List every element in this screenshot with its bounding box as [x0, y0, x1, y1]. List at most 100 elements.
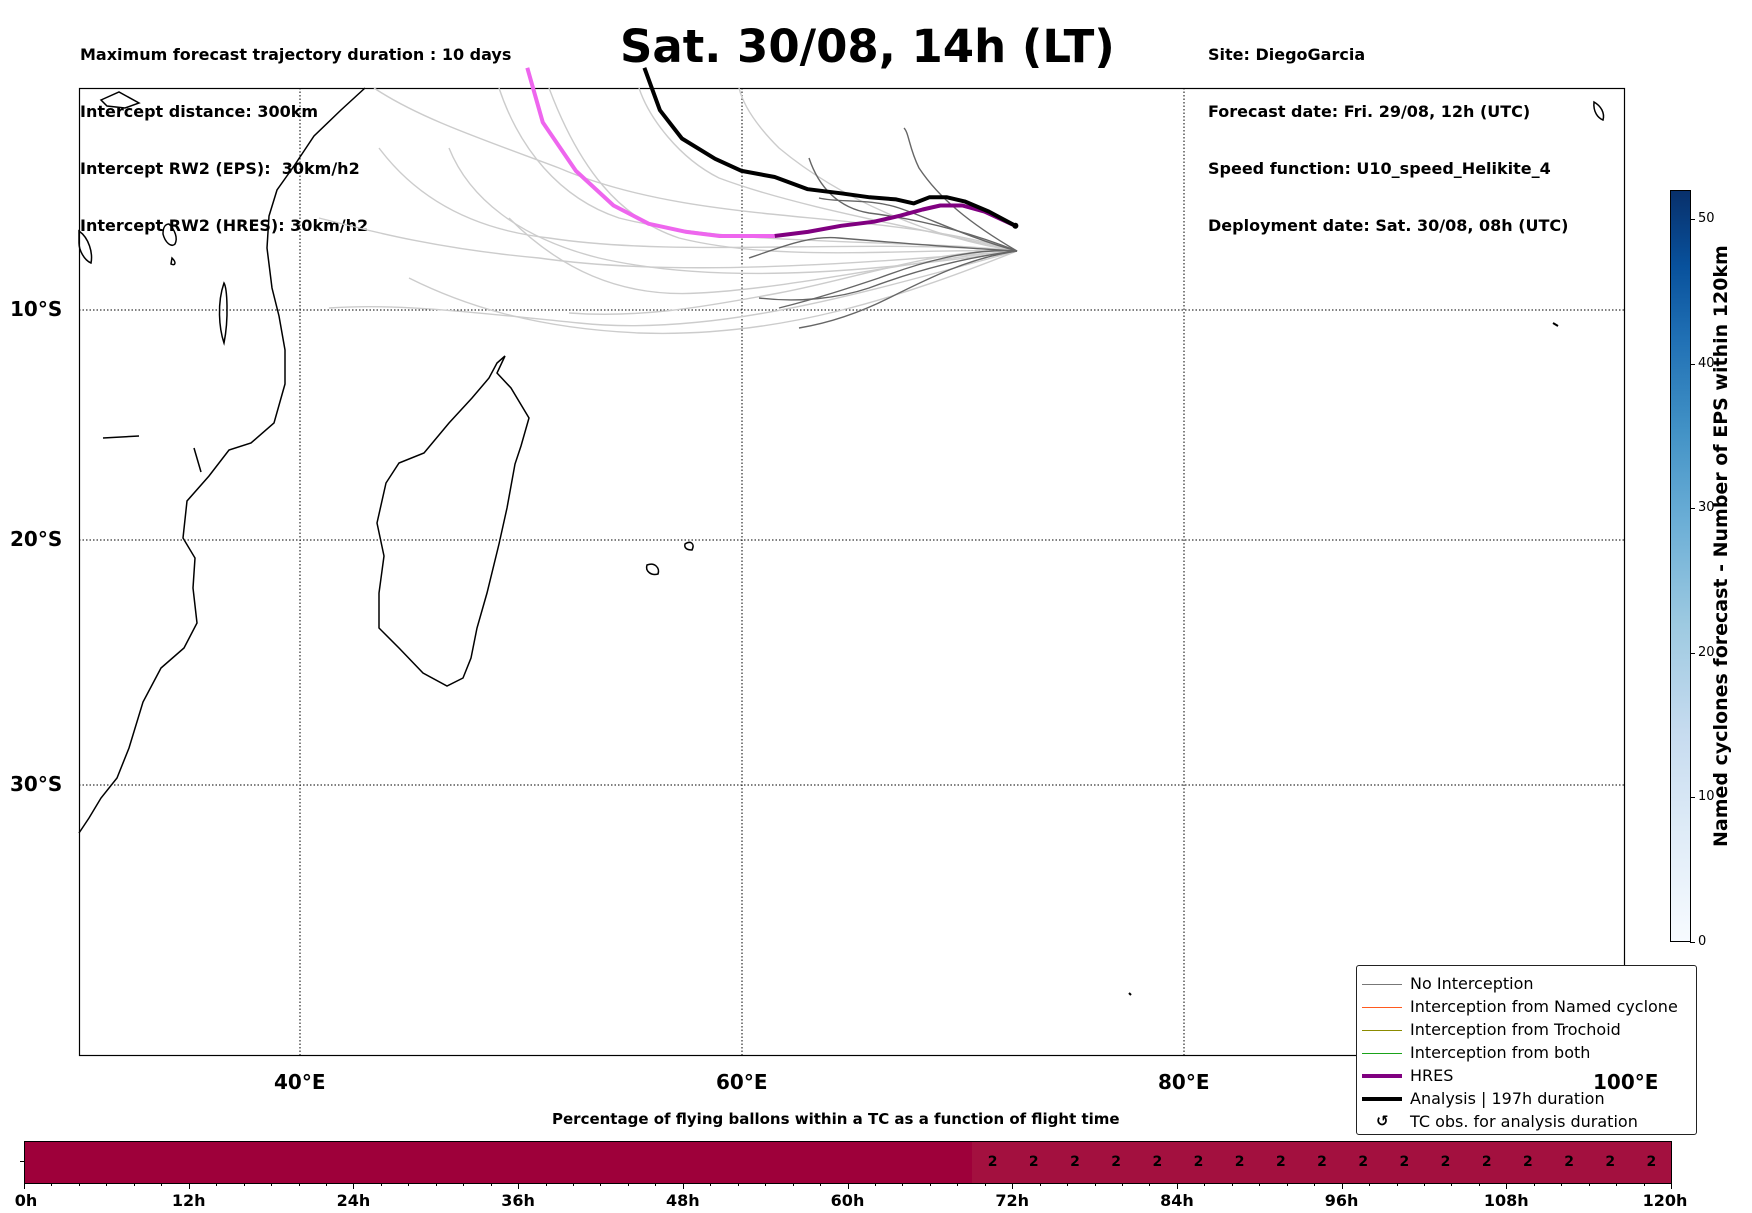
- timebar-tick: [1094, 1183, 1096, 1186]
- colorbar-tick-label: 0: [1698, 934, 1707, 949]
- lat-label: 20°S: [10, 527, 63, 551]
- timebar-tick: [1369, 1183, 1371, 1186]
- timebar-cell-value: 2: [1481, 1154, 1492, 1170]
- timebar-cell-value: 2: [1111, 1154, 1121, 1170]
- header-line: Intercept RW2 (EPS): 30km/h2: [80, 159, 360, 178]
- timebar-tick: [1643, 1183, 1645, 1186]
- lon-label: 60°E: [716, 1070, 768, 1094]
- hres-track-early: [525, 67, 775, 238]
- map-canvas[interactable]: [78, 67, 1626, 1057]
- timebar-segment: [972, 1142, 1671, 1183]
- header-line: Maximum forecast trajectory duration : 1…: [80, 45, 512, 64]
- lon-label: 40°E: [274, 1070, 326, 1094]
- timebar-tick-label: 48h: [665, 1191, 700, 1210]
- eps-trajectory: [798, 250, 1018, 329]
- colorbar-title: Named cyclones forecast - Number of EPS …: [1710, 245, 1732, 847]
- eps-trajectory: [378, 147, 1018, 252]
- africa-coast: [78, 87, 366, 834]
- eps-trajectory: [778, 249, 1018, 309]
- island: [99, 91, 141, 109]
- island: [1593, 100, 1605, 122]
- eps-trajectories: [318, 87, 1018, 335]
- timebar-tick: [325, 1183, 327, 1186]
- colorbar-tick-label: 10: [1698, 789, 1715, 805]
- timebar-tick: [682, 1183, 684, 1189]
- legend-label: No Interception: [1410, 974, 1534, 993]
- eps-trajectory: [408, 250, 1018, 335]
- timebar-cell-value: 2: [1275, 1154, 1286, 1170]
- timebar-cell-value: 2: [1564, 1154, 1574, 1170]
- timebar-cell-value: 2: [1605, 1154, 1616, 1170]
- timebar: 2 2 2 2 2 2 2 2 2 2 2 2 2 2 2 2 2: [24, 1141, 1672, 1184]
- colorbar-tick-label: 30: [1698, 500, 1715, 516]
- legend-item: Interception from Named cyclone: [1357, 996, 1696, 1019]
- colorbar-tick-label: 50: [1698, 210, 1715, 226]
- timebar-tick: [984, 1183, 986, 1186]
- timebar-tick: [216, 1183, 218, 1186]
- timebar-tick-label: 24h: [336, 1191, 371, 1210]
- timebar-tick: [1314, 1183, 1316, 1186]
- legend-label: Analysis | 197h duration: [1410, 1089, 1605, 1108]
- legend-item: ↺ TC obs. for analysis duration: [1357, 1111, 1696, 1134]
- island: [645, 563, 660, 576]
- timebar-tick: [1067, 1183, 1069, 1186]
- lon-label: 100°E: [1593, 1070, 1659, 1094]
- timebar-tick: [1533, 1183, 1535, 1186]
- hres-track: [774, 203, 1017, 238]
- eps-trajectory: [818, 197, 1018, 252]
- timebar-tick: [600, 1183, 602, 1186]
- timebar-tick: [820, 1183, 822, 1186]
- timebar-cell-value: 2: [987, 1154, 998, 1170]
- lat-label: 10°S: [10, 297, 63, 321]
- legend-label: TC obs. for analysis duration: [1410, 1112, 1638, 1131]
- colorbar: [1670, 190, 1691, 942]
- island: [684, 541, 694, 551]
- timebar-tick: [655, 1183, 657, 1186]
- island: [102, 435, 140, 439]
- timebar-tick: [874, 1183, 876, 1186]
- timebar-tick: [1286, 1183, 1288, 1186]
- timebar-tick-label: 96h: [1324, 1191, 1359, 1210]
- lon-label: 80°E: [1158, 1070, 1210, 1094]
- colorbar-tick: [1690, 652, 1695, 654]
- timebar-tick: [353, 1183, 355, 1189]
- timebar-cell-value: 2: [1399, 1154, 1410, 1170]
- timebar-tick: [1423, 1183, 1425, 1186]
- timebar-tick: [243, 1183, 245, 1186]
- colorbar-tick: [1690, 508, 1695, 510]
- timebar-cell-value: 2: [1028, 1154, 1039, 1170]
- timebar-title: Percentage of flying ballons within a TC…: [552, 1110, 1120, 1128]
- timebar-tick: [1122, 1183, 1123, 1186]
- analysis-track: [642, 67, 1017, 228]
- timebar-tick: [133, 1183, 135, 1186]
- header-info-right: Site: DiegoGarcia Forecast date: Fri. 29…: [1208, 7, 1568, 254]
- legend-line: [1362, 1053, 1402, 1054]
- legend-item: No Interception: [1357, 973, 1696, 996]
- colorbar-tick-label: 40: [1698, 355, 1715, 371]
- timebar-cell-value: 2: [1440, 1154, 1451, 1170]
- timebar-tick: [1204, 1183, 1206, 1186]
- island: [218, 281, 228, 346]
- timebar-tick: [1451, 1183, 1453, 1186]
- timebar-tick: [627, 1183, 629, 1186]
- colorbar-tick: [1690, 942, 1695, 943]
- timebar-tick: [737, 1183, 739, 1186]
- timebar-tick: [929, 1183, 931, 1186]
- timebar-cell-value: 2: [1523, 1154, 1533, 1170]
- timebar-tick: [463, 1183, 465, 1186]
- timebar-cell-value: 2: [1358, 1154, 1369, 1170]
- island: [1552, 322, 1559, 327]
- legend-line: [1362, 1097, 1402, 1101]
- island: [170, 256, 176, 266]
- legend-label: Interception from Named cyclone: [1410, 997, 1678, 1016]
- timebar-tick-label: 12h: [171, 1191, 206, 1210]
- timebar-ytick: [20, 1161, 24, 1162]
- map-panel[interactable]: No Interception Interception from Named …: [78, 67, 1697, 1135]
- legend-line: [1362, 1074, 1402, 1078]
- legend-line: [1362, 1007, 1402, 1008]
- legend-item: HRES: [1357, 1065, 1696, 1088]
- timebar-tick: [271, 1183, 273, 1186]
- eps-trajectory: [318, 217, 1018, 269]
- eps-trajectory: [373, 87, 1018, 252]
- header-line: Intercept distance: 300km: [80, 102, 319, 121]
